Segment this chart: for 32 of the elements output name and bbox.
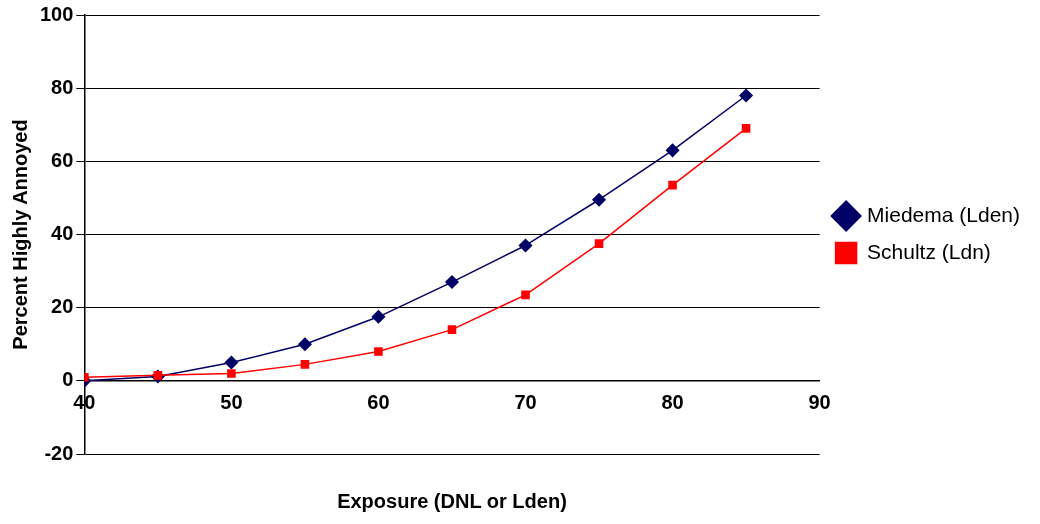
point [592,193,606,207]
x-tick-label: 90 [808,391,831,414]
point [371,310,386,324]
x-tick-label: 60 [367,391,390,414]
x-axis-title: Exposure (DNL or Lden) [337,489,567,512]
y-tick-label: 20 [51,295,74,318]
point [445,275,459,289]
point [518,238,533,253]
y-tick-label: 100 [39,2,74,25]
point [227,369,236,378]
y-axis-title: Percent Highly Annoyed [8,119,31,350]
x-tick-label: 70 [514,391,537,414]
y-tick-label: 0 [62,368,74,391]
y-tick-label: 80 [51,75,74,98]
point [374,347,383,356]
point [521,290,530,300]
point [447,325,457,334]
legend-label: Schultz (Ldn) [867,239,991,263]
x-tick-label: 50 [220,391,243,414]
x-tick-label: 80 [661,391,684,414]
legend-label: Miedema (Lden) [867,202,1020,226]
point [668,180,677,190]
y-tick-label: -20 [44,441,74,464]
y-tick-label: 40 [51,222,74,245]
point [739,88,753,103]
y-tick-label: 60 [51,148,74,171]
point [594,239,604,248]
point [224,355,239,370]
point [300,360,310,369]
point [298,337,312,351]
point [665,143,680,158]
point [741,124,751,133]
